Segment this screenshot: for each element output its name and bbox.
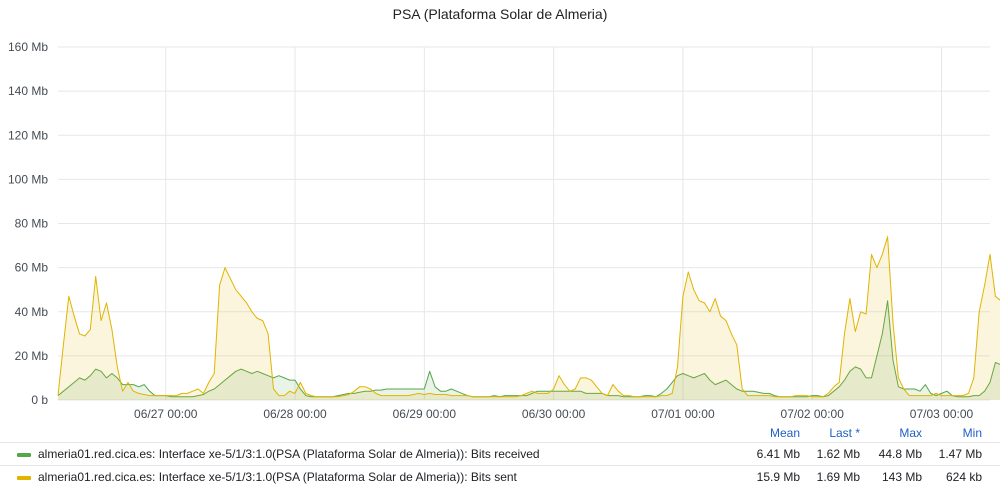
legend-min: 624 kb xyxy=(945,470,982,484)
x-tick-label: 07/03 00:00 xyxy=(910,407,974,421)
x-tick-label: 07/02 00:00 xyxy=(781,407,845,421)
legend-last: 1.62 Mb xyxy=(816,447,860,461)
y-tick-label: 20 Mb xyxy=(15,349,49,363)
legend-swatch-received[interactable] xyxy=(17,453,31,457)
legend-min: 1.47 Mb xyxy=(938,447,982,461)
legend-header-min[interactable]: Min xyxy=(962,426,982,440)
legend-label[interactable]: almeria01.red.cica.es: Interface xe-5/1/… xyxy=(38,447,540,461)
axis-labels: 0 b 20 Mb 40 Mb 60 Mb 80 Mb 100 Mb 120 Mb 140 M… xyxy=(8,40,974,421)
x-tick-label: 06/30 00:00 xyxy=(522,407,586,421)
legend-header-max[interactable]: Max xyxy=(899,426,922,440)
legend-label[interactable]: almeria01.red.cica.es: Interface xe-5/1/… xyxy=(38,470,517,484)
legend-row-sent[interactable]: almeria01.red.cica.es: Interface xe-5/1/… xyxy=(0,465,1000,488)
y-tick-label: 160 Mb xyxy=(8,40,48,54)
series-layer xyxy=(57,87,1000,400)
legend-row-received[interactable]: almeria01.red.cica.es: Interface xe-5/1/… xyxy=(0,442,1000,465)
chart-title: PSA (Plataforma Solar de Almeria) xyxy=(392,6,608,22)
legend-max: 143 Mb xyxy=(881,470,922,484)
x-tick-label: 07/01 00:00 xyxy=(651,407,715,421)
y-tick-label: 80 Mb xyxy=(15,217,49,231)
legend-mean: 15.9 Mb xyxy=(756,470,800,484)
y-tick-label: 60 Mb xyxy=(15,261,49,275)
x-tick-label: 06/27 00:00 xyxy=(134,407,198,421)
y-tick-label: 140 Mb xyxy=(8,84,48,98)
legend-header-mean[interactable]: Mean xyxy=(769,426,800,440)
series-area-1 xyxy=(58,236,1000,400)
legend-mean: 6.41 Mb xyxy=(756,447,800,461)
series-line-1[interactable] xyxy=(57,87,1000,398)
series-area-0 xyxy=(58,300,1000,400)
y-tick-label: 0 b xyxy=(31,393,48,407)
chart-area[interactable]: 0 b 20 Mb 40 Mb 60 Mb 80 Mb 100 Mb 120 Mb 140 M… xyxy=(0,30,1000,422)
legend-max: 44.8 Mb xyxy=(878,447,922,461)
legend-swatch-sent[interactable] xyxy=(17,476,31,480)
legend-header: Mean Last * Max Min xyxy=(0,422,1000,444)
grid xyxy=(58,46,990,401)
y-tick-label: 40 Mb xyxy=(15,305,49,319)
x-tick-label: 06/28 00:00 xyxy=(263,407,327,421)
legend-header-last[interactable]: Last * xyxy=(829,426,860,440)
x-tick-label: 06/29 00:00 xyxy=(393,407,457,421)
series-line-0[interactable] xyxy=(57,300,1000,398)
y-tick-label: 100 Mb xyxy=(8,172,48,186)
y-tick-label: 120 Mb xyxy=(8,128,48,142)
legend-last: 1.69 Mb xyxy=(816,470,860,484)
